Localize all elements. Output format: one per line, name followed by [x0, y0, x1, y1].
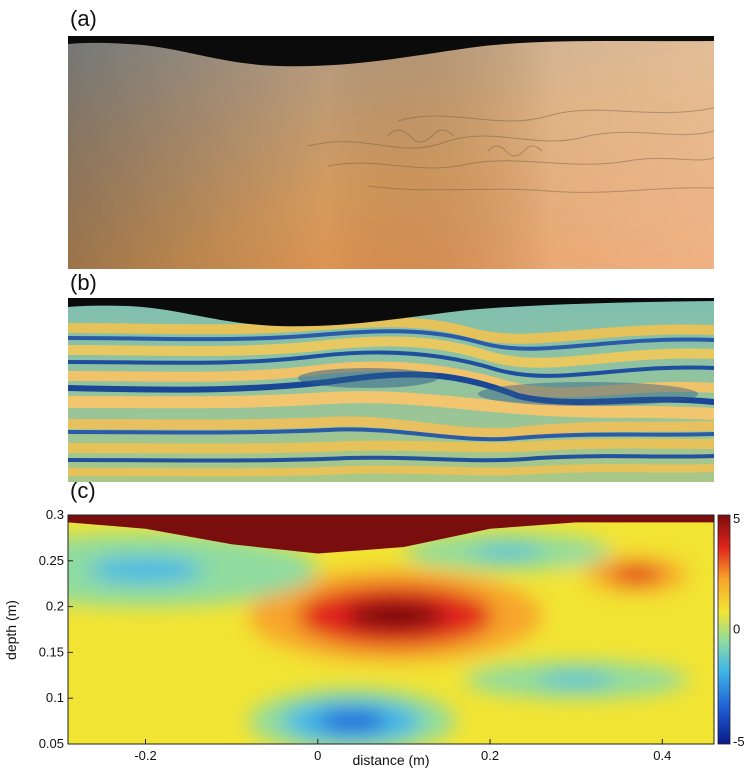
positive-anomaly-0: [346, 600, 445, 632]
y-tick-label: 0.25: [39, 553, 64, 568]
x-tick-label: 0.4: [653, 748, 671, 763]
colorbar-tick-label: 0: [733, 622, 740, 637]
y-axis-label: depth (m): [3, 600, 19, 660]
colorbar-tick-label: 5: [733, 511, 740, 526]
negative-anomaly-2: [317, 710, 387, 732]
negative-anomaly-4: [88, 557, 203, 583]
dark-surface-region: [68, 36, 714, 67]
dark-surface-region: [68, 298, 714, 327]
negative-anomaly-5: [472, 545, 542, 558]
positive-anomaly-1: [610, 565, 663, 584]
x-tick-label: 0: [314, 748, 321, 763]
x-tick-label: 0.2: [481, 748, 499, 763]
density-heatmap-chart: -0.2 0 0.2 0.4 0.05 0.1 0.15 0.2 0.25 0.3 distan…: [3, 507, 745, 768]
colorbar: [717, 514, 731, 745]
y-tick-label: 0.1: [46, 690, 64, 705]
y-tick-label: 0.15: [39, 644, 64, 659]
colorbar-tick-label: -5: [733, 734, 745, 749]
y-tick-label: 0.3: [46, 507, 64, 522]
x-tick-label: -0.2: [134, 748, 156, 763]
y-tick-label: 0.2: [46, 599, 64, 614]
x-axis-label: distance (m): [352, 752, 429, 768]
negative-anomaly-3: [538, 673, 614, 686]
surface-profile-fill: [68, 515, 714, 554]
panel-a-label: (a): [70, 6, 97, 31]
fringe-image: [68, 298, 714, 482]
y-tick-label: 0.05: [39, 736, 64, 751]
flow-photograph: [68, 36, 714, 269]
panel-b-label: (b): [70, 270, 97, 295]
panel-c-label: (c): [70, 478, 96, 503]
